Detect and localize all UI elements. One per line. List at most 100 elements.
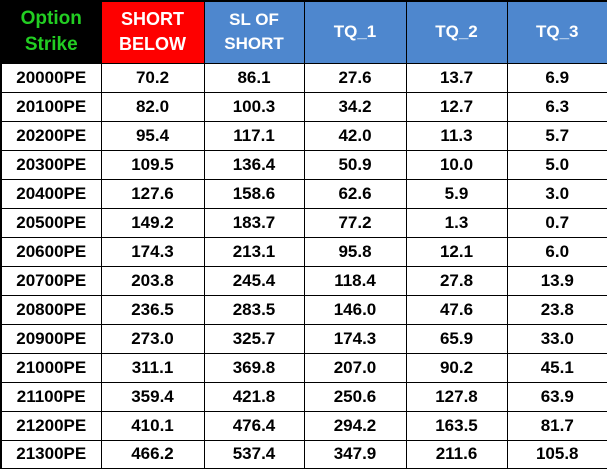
tq1-cell: 146.0 [303,294,407,325]
tq1-cell: 42.0 [303,120,407,151]
header-option-strike-line1: Option [20,8,82,30]
tq3-cell: 0.7 [506,207,607,238]
tq2-cell: 163.5 [405,410,508,441]
option-strike-cell: 20500PE [0,207,102,238]
option-strike-cell: 20400PE [0,178,102,209]
option-strike-cell: 21000PE [0,352,102,383]
tq2-cell: 65.9 [405,323,508,354]
tq1-cell: 347.9 [303,439,407,469]
tq2-cell: 47.6 [405,294,508,325]
option-strike-cell: 20800PE [0,294,102,325]
sl-of-short-cell: 283.5 [203,294,305,325]
tq1-cell: 62.6 [303,178,407,209]
table-body: 20000PE 70.2 86.1 27.6 13.7 6.9 20100PE … [0,62,607,469]
option-strike-cell: 20300PE [0,149,102,180]
header-sl-of-short-line2: SHORT [224,34,284,54]
tq3-cell: 63.9 [506,381,607,412]
short-below-cell: 70.2 [100,62,205,93]
tq1-cell: 207.0 [303,352,407,383]
short-below-cell: 466.2 [100,439,205,469]
table-row: 20200PE 95.4 117.1 42.0 11.3 5.7 [0,120,607,151]
tq2-cell: 11.3 [405,120,508,151]
table-row: 20900PE 273.0 325.7 174.3 65.9 33.0 [0,323,607,354]
table-row: 21000PE 311.1 369.8 207.0 90.2 45.1 [0,352,607,383]
short-below-cell: 311.1 [100,352,205,383]
table-row: 21100PE 359.4 421.8 250.6 127.8 63.9 [0,381,607,412]
tq1-cell: 250.6 [303,381,407,412]
tq3-cell: 3.0 [506,178,607,209]
header-sl-of-short: SL OF SHORT [203,0,305,64]
tq3-cell: 6.9 [506,62,607,93]
table-row: 20100PE 82.0 100.3 34.2 12.7 6.3 [0,91,607,122]
tq2-cell: 211.6 [405,439,508,469]
tq3-cell: 13.9 [506,265,607,296]
sl-of-short-cell: 537.4 [203,439,305,469]
header-short-below: SHORT BELOW [100,0,205,64]
header-tq3: TQ_3 [506,0,607,64]
table-row: 20500PE 149.2 183.7 77.2 1.3 0.7 [0,207,607,238]
sl-of-short-cell: 100.3 [203,91,305,122]
option-strike-cell: 20200PE [0,120,102,151]
table-row: 20700PE 203.8 245.4 118.4 27.8 13.9 [0,265,607,296]
tq1-cell: 174.3 [303,323,407,354]
tq2-cell: 13.7 [405,62,508,93]
tq2-cell: 1.3 [405,207,508,238]
tq3-cell: 81.7 [506,410,607,441]
short-below-cell: 174.3 [100,236,205,267]
tq2-cell: 12.7 [405,91,508,122]
tq3-cell: 33.0 [506,323,607,354]
tq2-cell: 27.8 [405,265,508,296]
option-strike-cell: 21300PE [0,439,102,469]
table-row: 21300PE 466.2 537.4 347.9 211.6 105.8 [0,439,607,469]
tq2-cell: 5.9 [405,178,508,209]
option-strike-cell: 20900PE [0,323,102,354]
header-short-below-line1: SHORT [121,9,184,30]
table-row: 20400PE 127.6 158.6 62.6 5.9 3.0 [0,178,607,209]
short-below-cell: 410.1 [100,410,205,441]
sl-of-short-cell: 86.1 [203,62,305,93]
tq1-cell: 95.8 [303,236,407,267]
short-below-cell: 82.0 [100,91,205,122]
short-below-cell: 149.2 [100,207,205,238]
tq3-cell: 5.0 [506,149,607,180]
tq2-cell: 12.1 [405,236,508,267]
tq2-cell: 90.2 [405,352,508,383]
short-below-cell: 127.6 [100,178,205,209]
tq1-cell: 118.4 [303,265,407,296]
tq2-cell: 127.8 [405,381,508,412]
short-below-cell: 273.0 [100,323,205,354]
header-option-strike-line2: Strike [24,34,78,56]
tq3-cell: 6.0 [506,236,607,267]
option-strike-cell: 20100PE [0,91,102,122]
tq3-cell: 23.8 [506,294,607,325]
short-below-cell: 359.4 [100,381,205,412]
tq2-cell: 10.0 [405,149,508,180]
sl-of-short-cell: 369.8 [203,352,305,383]
tq1-cell: 77.2 [303,207,407,238]
sl-of-short-cell: 476.4 [203,410,305,441]
sl-of-short-cell: 325.7 [203,323,305,354]
option-strike-cell: 20700PE [0,265,102,296]
option-strike-cell: 21100PE [0,381,102,412]
tq3-cell: 5.7 [506,120,607,151]
sl-of-short-cell: 136.4 [203,149,305,180]
short-below-cell: 203.8 [100,265,205,296]
tq1-cell: 27.6 [303,62,407,93]
tq3-cell: 6.3 [506,91,607,122]
tq3-cell: 45.1 [506,352,607,383]
header-tq1: TQ_1 [303,0,407,64]
option-strike-cell: 21200PE [0,410,102,441]
tq1-cell: 294.2 [303,410,407,441]
table-row: 20300PE 109.5 136.4 50.9 10.0 5.0 [0,149,607,180]
option-strike-cell: 20000PE [0,62,102,93]
tq1-cell: 50.9 [303,149,407,180]
table-row: 20800PE 236.5 283.5 146.0 47.6 23.8 [0,294,607,325]
sl-of-short-cell: 245.4 [203,265,305,296]
short-below-cell: 236.5 [100,294,205,325]
table-row: 20600PE 174.3 213.1 95.8 12.1 6.0 [0,236,607,267]
table-header: Option Strike SHORT BELOW SL OF SHORT TQ… [0,0,607,64]
header-option-strike: Option Strike [0,0,102,64]
sl-of-short-cell: 213.1 [203,236,305,267]
option-strike-cell: 20600PE [0,236,102,267]
